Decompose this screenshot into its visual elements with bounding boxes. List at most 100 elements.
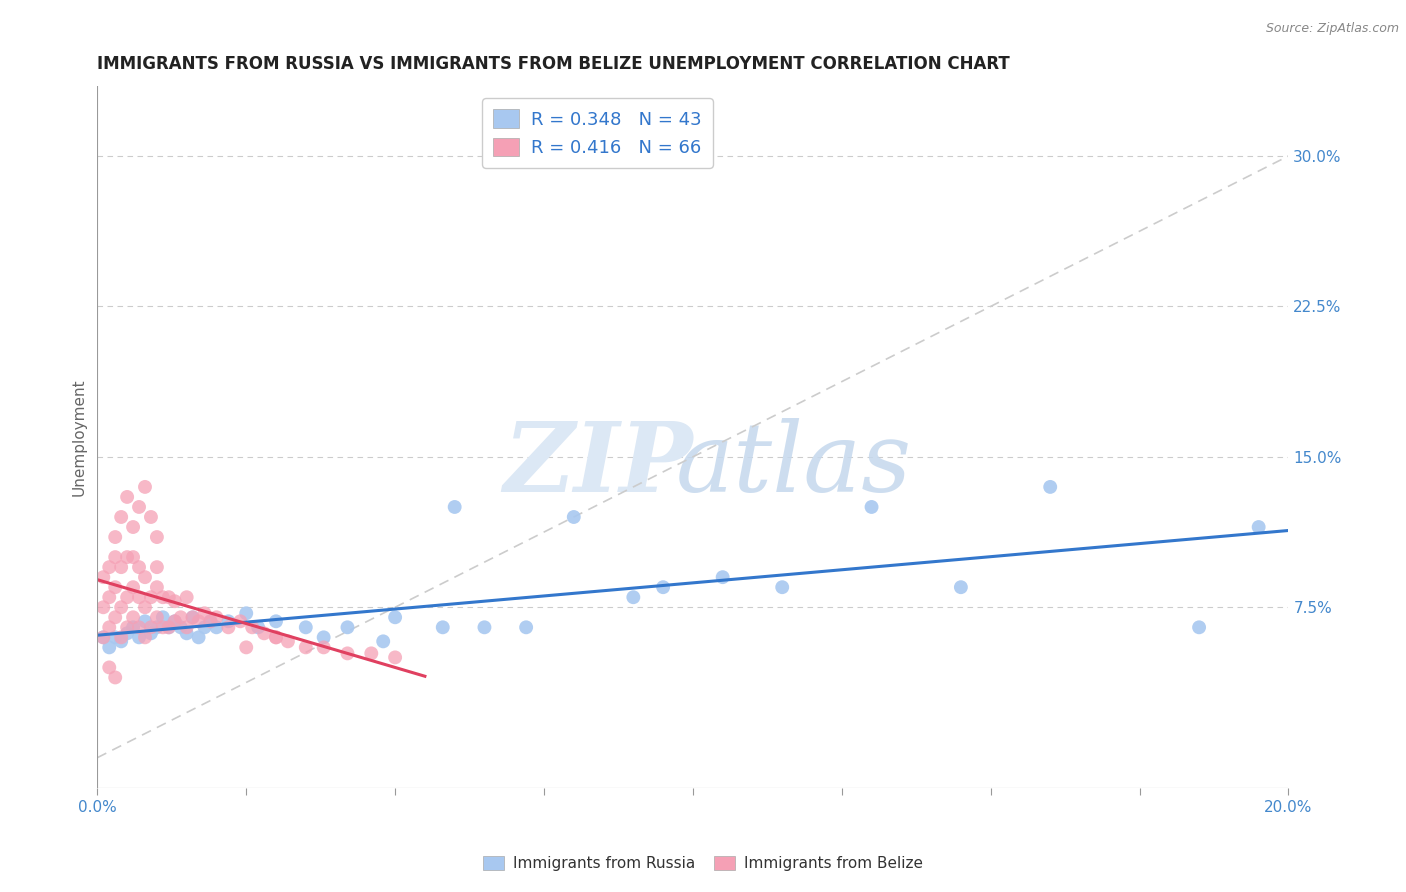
Point [770, 580, 793, 594]
Point [115, 620, 138, 634]
Point [128, 620, 150, 634]
Point [104, 670, 127, 684]
Point [91, 631, 114, 645]
Point [240, 620, 263, 634]
Point [181, 610, 204, 624]
Point [115, 550, 138, 565]
Point [181, 610, 204, 624]
Point [294, 640, 316, 655]
Point [91, 570, 114, 584]
Point [200, 615, 222, 629]
Text: atlas: atlas [676, 417, 912, 512]
Point [264, 631, 287, 645]
Point [98, 640, 121, 655]
Point [110, 510, 132, 524]
Point [621, 591, 644, 605]
Point [205, 620, 228, 634]
Point [336, 646, 359, 660]
Point [146, 530, 169, 544]
Point [104, 580, 127, 594]
Point [1188, 620, 1211, 634]
Point [157, 620, 180, 634]
Point [115, 591, 138, 605]
Point [176, 626, 198, 640]
Point [229, 615, 252, 629]
Point [110, 631, 132, 645]
Point [193, 620, 215, 634]
Point [139, 591, 162, 605]
Point [205, 610, 228, 624]
Point [128, 631, 150, 645]
Point [110, 600, 132, 615]
Point [562, 510, 585, 524]
Point [163, 615, 186, 629]
Point [157, 620, 180, 634]
Point [152, 620, 174, 634]
Point [146, 560, 169, 574]
Point [139, 620, 162, 634]
Point [217, 615, 239, 629]
Point [235, 607, 257, 621]
Point [110, 634, 132, 648]
Point [122, 520, 145, 534]
Point [139, 510, 162, 524]
Text: IMMIGRANTS FROM RUSSIA VS IMMIGRANTS FROM BELIZE UNEMPLOYMENT CORRELATION CHART: IMMIGRANTS FROM RUSSIA VS IMMIGRANTS FRO… [97, 55, 1010, 73]
Point [432, 620, 454, 634]
Point [163, 615, 186, 629]
Point [264, 631, 287, 645]
Point [163, 594, 186, 608]
Point [122, 620, 145, 634]
Point [176, 591, 198, 605]
Point [98, 660, 121, 674]
Point [193, 607, 215, 621]
Point [152, 591, 174, 605]
Point [312, 631, 335, 645]
Point [146, 620, 169, 634]
Point [253, 626, 276, 640]
Point [98, 620, 121, 634]
Point [443, 500, 465, 514]
Point [187, 615, 209, 629]
Point [235, 640, 257, 655]
Point [98, 591, 121, 605]
Point [187, 631, 209, 645]
Point [711, 570, 734, 584]
Point [652, 580, 675, 594]
Point [176, 620, 198, 634]
Point [1039, 480, 1062, 494]
Point [134, 600, 156, 615]
Point [146, 610, 169, 624]
Point [115, 626, 138, 640]
Legend: R = 0.348   N = 43, R = 0.416   N = 66: R = 0.348 N = 43, R = 0.416 N = 66 [482, 98, 713, 168]
Point [277, 634, 299, 648]
Point [217, 620, 239, 634]
Point [91, 600, 114, 615]
Point [312, 640, 335, 655]
Point [110, 560, 132, 574]
Point [157, 591, 180, 605]
Point [384, 610, 406, 624]
Text: Source: ZipAtlas.com: Source: ZipAtlas.com [1265, 22, 1399, 36]
Point [170, 610, 193, 624]
Point [336, 620, 359, 634]
Point [134, 631, 156, 645]
Point [146, 580, 169, 594]
Legend: Immigrants from Russia, Immigrants from Belize: Immigrants from Russia, Immigrants from … [477, 849, 929, 877]
Point [122, 610, 145, 624]
Point [104, 610, 127, 624]
Point [949, 580, 972, 594]
Point [474, 620, 496, 634]
Point [1247, 520, 1270, 534]
Point [122, 580, 145, 594]
Point [384, 650, 406, 665]
Point [247, 620, 270, 634]
Point [360, 646, 382, 660]
Point [104, 550, 127, 565]
Point [134, 570, 156, 584]
Point [134, 615, 156, 629]
Point [128, 500, 150, 514]
Point [128, 591, 150, 605]
Point [139, 626, 162, 640]
Point [373, 634, 395, 648]
Point [104, 631, 127, 645]
